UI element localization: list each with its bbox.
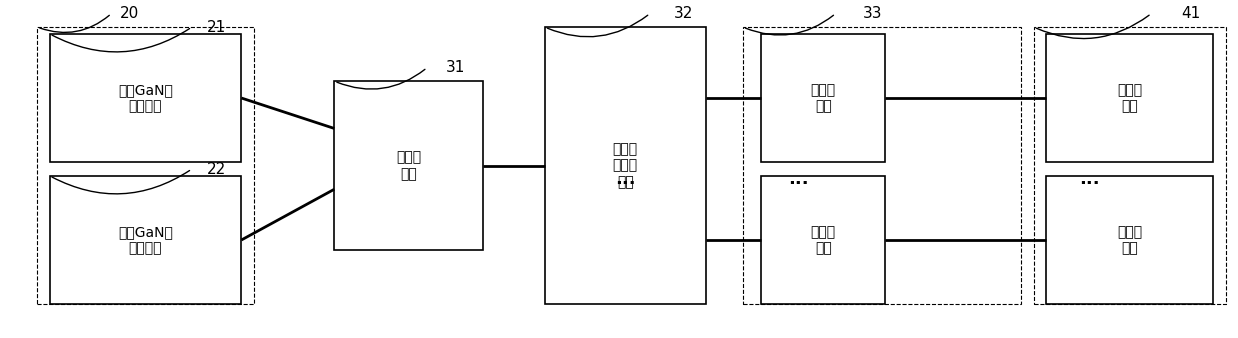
FancyBboxPatch shape [743,27,1021,304]
Text: 第一滤
波器: 第一滤 波器 [811,225,836,255]
Text: ...: ... [789,170,808,188]
Text: 第一射
频开关
矩阵: 第一射 频开关 矩阵 [613,142,638,189]
Text: 第一合
路器: 第一合 路器 [396,150,421,181]
Text: 第一GaN功
率放大管: 第一GaN功 率放大管 [118,83,173,113]
FancyBboxPatch shape [334,81,483,250]
Text: 第一双
工器: 第一双 工器 [1117,83,1143,113]
Text: 33: 33 [863,6,883,21]
Text: 第二GaN功
率放大管: 第二GaN功 率放大管 [118,225,173,255]
FancyBboxPatch shape [50,34,241,162]
Text: 41: 41 [1181,6,1201,21]
Text: 31: 31 [446,60,465,75]
FancyBboxPatch shape [761,34,885,162]
FancyBboxPatch shape [1046,34,1213,162]
Text: 22: 22 [207,162,227,176]
Text: 第一滤
波器: 第一滤 波器 [811,83,836,113]
Text: 20: 20 [120,6,140,21]
FancyBboxPatch shape [761,176,885,304]
FancyBboxPatch shape [1046,176,1213,304]
Text: ...: ... [1080,170,1099,188]
FancyBboxPatch shape [37,27,254,304]
FancyBboxPatch shape [1034,27,1226,304]
Text: 21: 21 [207,20,227,34]
FancyBboxPatch shape [545,27,706,304]
Text: 32: 32 [673,6,693,21]
Text: 第一双
工器: 第一双 工器 [1117,225,1143,255]
Text: ...: ... [615,170,635,188]
FancyBboxPatch shape [50,176,241,304]
